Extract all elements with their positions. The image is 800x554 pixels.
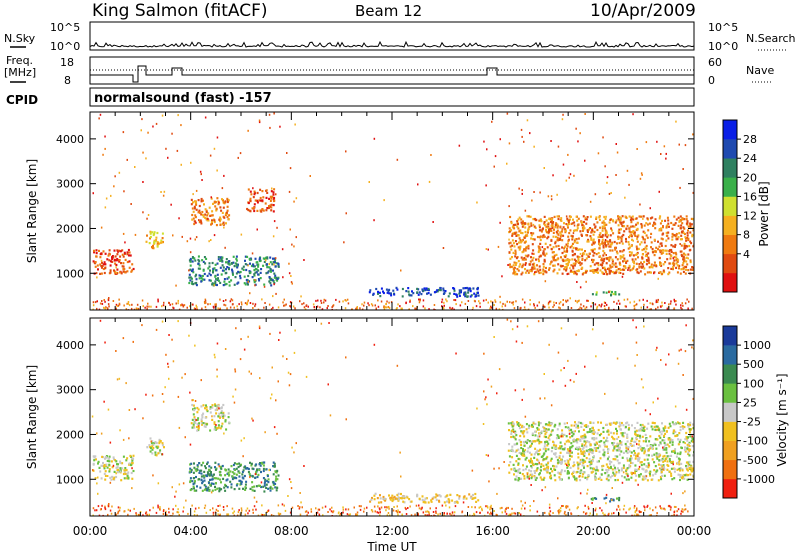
time-tick-label-2: 08:00 [274,524,309,538]
velocity-colorbar-tick-label-4: -25 [743,416,761,429]
power-colorbar-tick-label-6: 4 [743,248,750,261]
power-colorbar-swatch-2 [723,234,737,255]
velocity-echo-region-6 [590,496,621,503]
nave-tick-low: 0 [708,74,715,87]
freq-tick-low: 8 [64,74,71,87]
velocity-echo-region-1 [146,437,165,457]
power-echo-region-4 [246,188,276,213]
time-tick-label-5: 20:00 [576,524,611,538]
velocity-colorbar-tick-label-1: 500 [743,358,764,371]
velocity-colorbar-swatch-2 [723,440,737,461]
power-colorbar-tick-label-4: 12 [743,210,757,223]
nsky-label: N.Sky [4,32,36,45]
power-echo-region-3 [190,197,231,227]
power-colorbar-tick-label-2: 20 [743,171,757,184]
station-title: King Salmon (fitACF) [92,1,268,21]
velocity-colorbar-swatch-6 [723,364,737,384]
velocity-colorbar: 1000 500 100 25 -25 -100 -500 -1000 [722,325,775,499]
power-echo-region-6 [508,215,694,276]
nsearch-label: N.Search [746,32,796,45]
power-scatter-noise [92,112,694,310]
freq-label: Freq. [6,54,33,67]
date-title: 10/Apr/2009 [590,1,696,21]
beam-title: Beam 12 [355,2,422,20]
power-colorbar-swatch-7 [723,139,737,159]
velocity-colorbar-swatch-3 [723,421,737,441]
power-ylabel: Slant Range [km] [25,159,39,263]
power-colorbar-tick-label-1: 24 [743,152,757,165]
velocity-colorbar-tick-label-3: 25 [743,396,757,409]
nsky-tick-low: 10^0 [50,40,80,53]
freq-unit-label: [MHz] [4,66,36,79]
nsky-panel: N.Sky 10^5 10^0 10^5 10^0 N.Search [4,21,796,53]
velocity-colorbar-swatch-0 [723,478,737,499]
cpid-panel: CPID normalsound (fast) -157 [6,87,695,107]
power-ytick-label-3: 4000 [56,133,84,146]
power-ytick-label-2: 3000 [56,178,84,191]
velocity-ytick-label-3: 4000 [56,339,84,352]
velocity-colorbar-tick-label-7: -1000 [743,473,775,486]
power-colorbar-label: Power [dB] [757,181,771,246]
velocity-echo-region-3 [190,403,231,432]
time-tick-label-4: 16:00 [475,524,510,538]
velocity-echo-region-4 [369,492,480,504]
velocity-colorbar-tick-label-6: -500 [743,454,768,467]
power-colorbar-swatch-8 [723,120,737,140]
velocity-echo-region-2 [188,461,280,493]
velocity-scatter-noise [91,318,694,516]
power-ytick-label-1: 2000 [56,222,84,235]
velocity-ytick-label-0: 1000 [56,473,84,486]
velocity-colorbar-tick-label-2: 100 [743,377,764,390]
power-colorbar-swatch-0 [723,272,737,293]
velocity-echo-region-5 [507,421,694,482]
cpid-value: normalsound (fast) -157 [94,91,272,106]
power-colorbar-swatch-3 [723,215,737,235]
power-colorbar-swatch-1 [723,253,737,274]
velocity-panel: 1000 2000 3000 4000 00:00 04:00 08:00 12:00 16:0… [25,317,789,554]
power-echo-region-7 [591,290,621,297]
nave-tick-high: 60 [708,56,722,69]
power-echo-region-5 [368,286,480,298]
power-echo-region-1 [145,230,164,250]
velocity-ytick-label-2: 3000 [56,384,84,397]
time-tick-label-3: 12:00 [375,524,410,538]
power-colorbar-swatch-6 [723,158,737,178]
power-colorbar: 28 24 20 16 12 8 4 [722,119,757,293]
velocity-ylabel: Slant Range [km] [25,365,39,469]
time-tick-label-6: 00:00 [677,524,712,538]
velocity-echo-region-0 [92,454,135,482]
nsearch-tick-low: 10^0 [708,40,738,53]
power-colorbar-tick-label-5: 8 [743,229,750,242]
power-ytick-label-0: 1000 [56,267,84,280]
freq-tick-high: 18 [60,56,74,69]
power-echo-region-0 [92,248,135,275]
power-data [92,112,694,310]
velocity-colorbar-swatch-1 [723,459,737,480]
freq-panel: Freq. [MHz] 18 8 60 0 Nave [4,54,774,87]
velocity-colorbar-swatch-5 [723,383,737,403]
power-colorbar-swatch-4 [723,196,737,216]
velocity-ytick-label-1: 2000 [56,428,84,441]
time-tick-label-0: 00:00 [73,524,108,538]
nave-label: Nave [746,64,774,77]
velocity-colorbar-swatch-4 [723,402,737,422]
velocity-colorbar-label: Velocity [m s⁻¹] [775,373,789,466]
velocity-colorbar-tick-label-5: -100 [743,435,768,448]
power-panel: 1000 2000 3000 4000 Slant Range [km] 28 24 20… [25,111,771,311]
cpid-label: CPID [6,93,38,107]
velocity-data [91,318,694,516]
nsky-tick-high: 10^5 [50,21,80,34]
time-tick-label-1: 04:00 [173,524,208,538]
power-colorbar-swatch-5 [723,177,737,197]
velocity-colorbar-tick-label-0: 1000 [743,339,771,352]
time-xlabel: Time UT [366,540,417,554]
power-colorbar-tick-label-0: 28 [743,133,757,146]
power-colorbar-tick-label-3: 16 [743,190,757,203]
velocity-colorbar-swatch-7 [723,345,737,365]
nsearch-tick-high: 10^5 [708,21,738,34]
velocity-colorbar-swatch-8 [723,326,737,346]
